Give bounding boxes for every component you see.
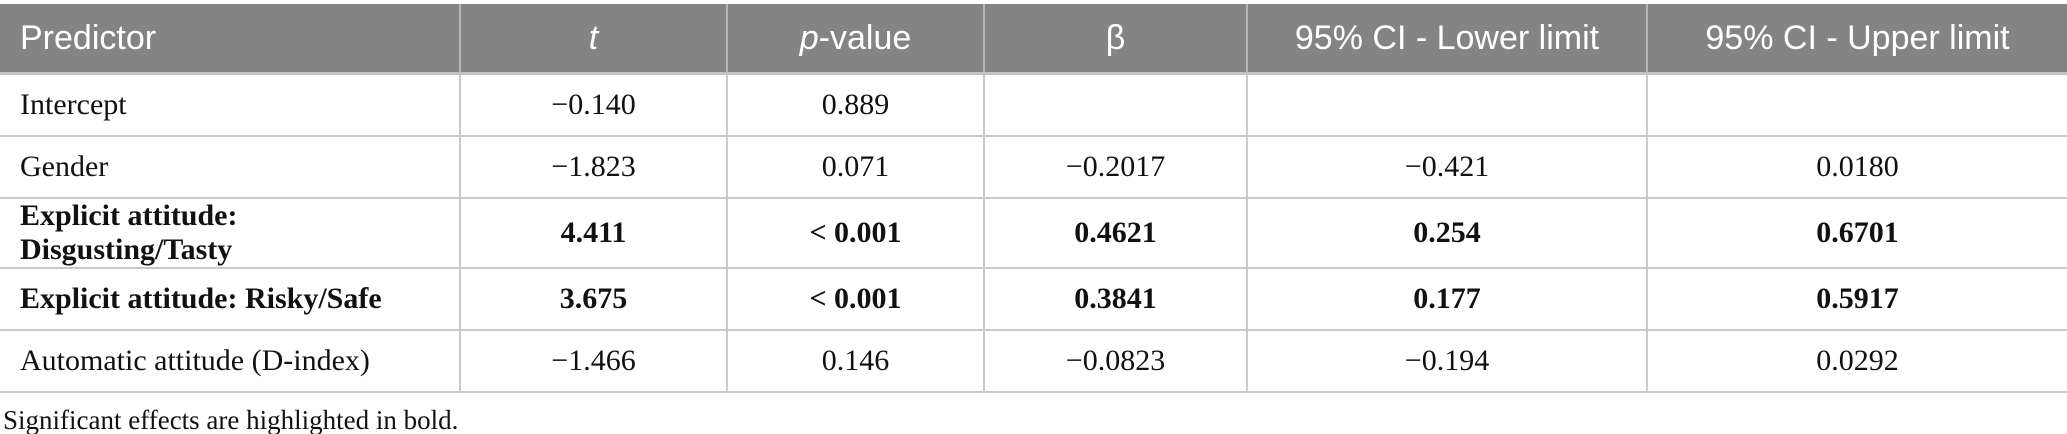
cell-beta <box>983 73 1247 137</box>
cell-p-value: < 0.001 <box>726 198 984 269</box>
cell-p-value: 0.146 <box>726 330 984 393</box>
header-label: 95% CI - Lower limit <box>1294 18 1600 57</box>
cell-beta: 0.3841 <box>983 268 1247 331</box>
header-label: t <box>588 18 599 57</box>
cell-ci-lower: −0.421 <box>1246 136 1647 199</box>
header-label: β <box>1105 18 1126 57</box>
cell-ci-lower <box>1246 73 1647 137</box>
table-row-gender: Gender −1.823 0.071 −0.2017 −0.421 0.018… <box>0 136 2067 199</box>
table-header: Predictor t p-value β 95% CI - Lower lim… <box>0 4 2067 75</box>
table-footnote: Significant effects are highlighted in b… <box>3 405 459 434</box>
cell-beta: −0.2017 <box>983 136 1247 199</box>
cell-predictor: Explicit attitude: Risky/Safe <box>0 268 460 331</box>
cell-beta: 0.4621 <box>983 198 1247 269</box>
table-body: Intercept −0.140 0.889 Gender −1.823 0.0… <box>0 73 2067 393</box>
cell-p-value: 0.889 <box>726 73 984 137</box>
cell-ci-upper: 0.6701 <box>1646 198 2067 269</box>
regression-results-table: Predictor t p-value β 95% CI - Lower lim… <box>0 4 2067 393</box>
cell-ci-upper: 0.5917 <box>1646 268 2067 331</box>
cell-ci-upper: 0.0292 <box>1646 330 2067 393</box>
cell-predictor: Gender <box>0 136 460 199</box>
cell-beta: −0.0823 <box>983 330 1247 393</box>
cell-p-value: 0.071 <box>726 136 984 199</box>
cell-ci-lower: 0.177 <box>1246 268 1647 331</box>
header-row: Predictor t p-value β 95% CI - Lower lim… <box>0 4 2067 75</box>
header-label: 95% CI - Upper limit <box>1705 18 2010 57</box>
cell-t: 3.675 <box>459 268 727 331</box>
cell-t: −0.140 <box>459 73 727 137</box>
header-label: Predictor <box>20 18 157 57</box>
header-label-value: -value <box>818 18 912 57</box>
column-header-beta: β <box>983 4 1247 75</box>
column-header-ci-lower: 95% CI - Lower limit <box>1246 4 1647 75</box>
cell-ci-upper: 0.0180 <box>1646 136 2067 199</box>
table-row-explicit-disgusting-tasty: Explicit attitude: Disgusting/Tasty 4.41… <box>0 198 2067 269</box>
cell-ci-lower: −0.194 <box>1246 330 1647 393</box>
cell-ci-upper <box>1646 73 2067 137</box>
table-row-automatic-attitude: Automatic attitude (D-index) −1.466 0.14… <box>0 330 2067 393</box>
column-header-predictor: Predictor <box>0 4 460 75</box>
cell-predictor: Intercept <box>0 73 460 137</box>
table-row-explicit-risky-safe: Explicit attitude: Risky/Safe 3.675 < 0.… <box>0 268 2067 331</box>
cell-ci-lower: 0.254 <box>1246 198 1647 269</box>
column-header-t: t <box>459 4 727 75</box>
header-label-p: p <box>799 18 819 57</box>
cell-t: −1.466 <box>459 330 727 393</box>
cell-predictor: Automatic attitude (D-index) <box>0 330 460 393</box>
column-header-p-value: p-value <box>726 4 984 75</box>
cell-p-value: < 0.001 <box>726 268 984 331</box>
cell-predictor: Explicit attitude: Disgusting/Tasty <box>0 198 460 269</box>
table-row-intercept: Intercept −0.140 0.889 <box>0 73 2067 137</box>
column-header-ci-upper: 95% CI - Upper limit <box>1646 4 2067 75</box>
cell-t: 4.411 <box>459 198 727 269</box>
cell-t: −1.823 <box>459 136 727 199</box>
